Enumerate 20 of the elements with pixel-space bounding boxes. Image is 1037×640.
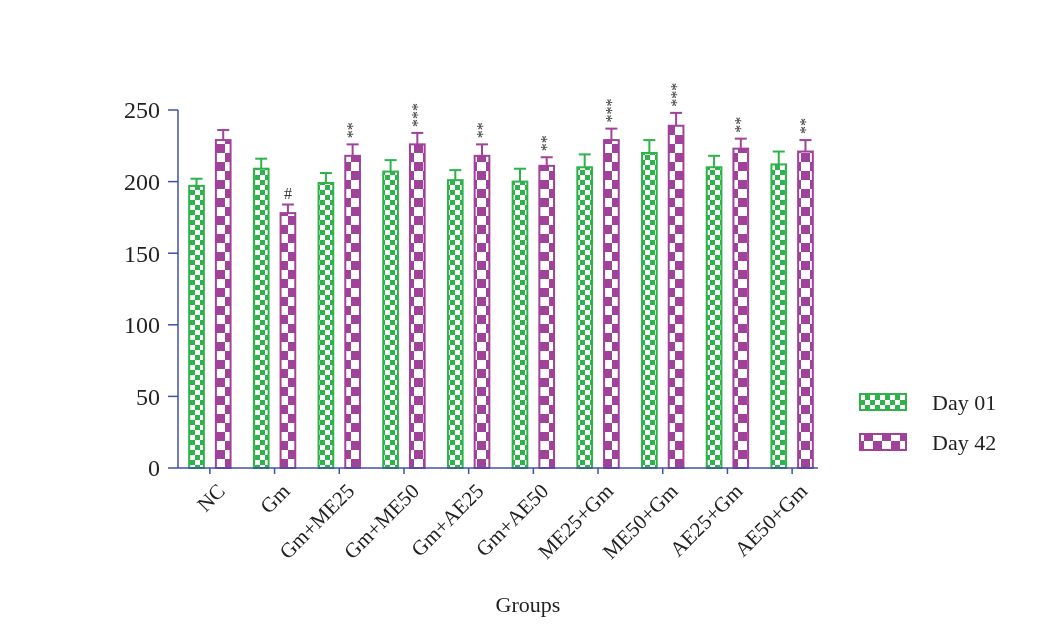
bar (188, 184, 205, 469)
y-tick-label: 150 (124, 240, 160, 267)
data-label: *** (408, 102, 426, 127)
legend-label: Day 42 (932, 429, 997, 455)
data-label: ** (732, 116, 750, 133)
x-axis-title: Groups (495, 592, 561, 617)
x-tick-label: NC (192, 478, 230, 517)
data-label: ** (797, 118, 815, 135)
data-label: *** (603, 98, 620, 123)
y-tick-label: 200 (124, 169, 160, 195)
data-label: ** (538, 135, 556, 152)
data-label: # (283, 184, 292, 202)
y-tick-label: 0 (148, 455, 160, 482)
y-tick-label: 250 (124, 97, 160, 124)
legend-label: Day 01 (932, 389, 997, 415)
data-label: ** (344, 122, 362, 139)
y-tick-label: 100 (124, 312, 160, 339)
data-label: ** (473, 122, 491, 139)
y-tick-label: 50 (136, 383, 160, 410)
data-label: *** (667, 82, 685, 107)
